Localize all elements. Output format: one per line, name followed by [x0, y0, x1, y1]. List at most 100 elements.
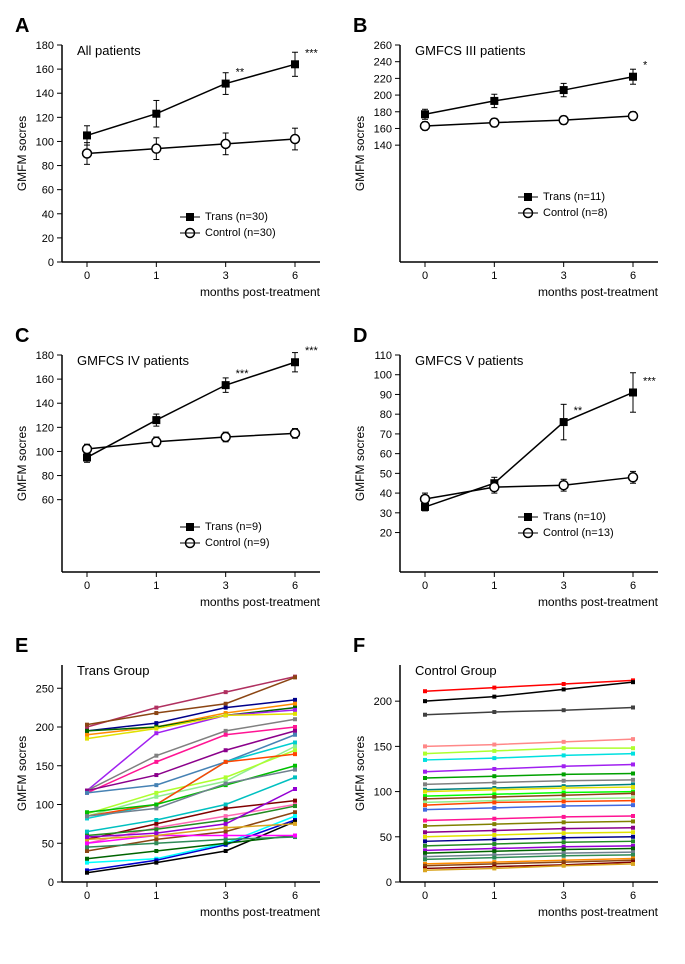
y-tick-label: 160: [373, 123, 391, 135]
panel-e: ETrans Group0501001502002500136GMFM socr…: [10, 630, 338, 930]
multi-series-line: [87, 801, 295, 840]
panel-title: Trans Group: [77, 663, 150, 678]
y-tick-label: 0: [48, 877, 54, 889]
y-tick-label: 0: [385, 877, 391, 889]
x-axis-label: months post-treatment: [200, 905, 321, 919]
x-tick-label: 0: [84, 580, 90, 592]
multi-series-line: [425, 682, 633, 701]
y-tick-label: 180: [36, 40, 54, 52]
y-tick-label: 100: [373, 370, 391, 382]
multi-series-line: [425, 774, 633, 779]
multi-series-line: [425, 841, 633, 846]
y-tick-label: 80: [42, 471, 54, 483]
x-tick-label: 6: [292, 890, 298, 902]
x-axis-label: months post-treatment: [200, 285, 321, 299]
x-tick-label: 1: [491, 270, 497, 282]
y-tick-label: 140: [36, 88, 54, 100]
x-tick-label: 0: [84, 890, 90, 902]
series-line-trans: [87, 64, 295, 135]
y-tick-label: 20: [42, 233, 54, 245]
x-tick-label: 3: [560, 580, 566, 592]
multi-series-line: [87, 731, 295, 791]
multi-series-line: [425, 739, 633, 746]
y-tick-label: 240: [373, 57, 391, 69]
x-tick-label: 1: [153, 580, 159, 592]
x-axis-label: months post-treatment: [537, 285, 658, 299]
panel-letter: D: [353, 325, 367, 347]
legend-label-trans: Trans (n=11): [543, 191, 605, 203]
y-tick-label: 150: [36, 761, 54, 773]
y-tick-label: 40: [42, 209, 54, 221]
y-tick-label: 200: [373, 696, 391, 708]
multi-series-line: [425, 780, 633, 785]
y-tick-label: 60: [42, 495, 54, 507]
y-tick-label: 200: [373, 90, 391, 102]
y-tick-label: 60: [379, 449, 391, 461]
legend-label-control: Control (n=13): [543, 527, 614, 539]
x-tick-label: 0: [421, 270, 427, 282]
multi-series-line: [425, 754, 633, 760]
y-tick-label: 110: [374, 350, 392, 362]
y-tick-label: 140: [36, 398, 54, 410]
panel-title: Control Group: [415, 663, 497, 678]
panel-letter: A: [15, 15, 29, 37]
y-tick-label: 40: [379, 488, 391, 500]
multi-series-line: [87, 746, 295, 816]
panel-letter: E: [15, 635, 28, 657]
panel-title: GMFCS V patients: [415, 353, 524, 368]
y-tick-label: 180: [36, 350, 54, 362]
multi-series-line: [425, 764, 633, 771]
multi-series-line: [87, 837, 295, 847]
chart-c: CGMFCS IV patients6080100120140160180013…: [10, 320, 335, 620]
chart-d: DGMFCS V patients20304050607080901001100…: [348, 320, 673, 620]
legend-label-control: Control (n=9): [205, 537, 270, 549]
panel-c: CGMFCS IV patients6080100120140160180013…: [10, 320, 338, 620]
panel-f: FControl Group0501001502000136GMFM socre…: [348, 630, 676, 930]
multi-series-line: [87, 700, 295, 731]
chart-a: AAll patients020406080100120140160180013…: [10, 10, 335, 310]
y-axis-label: GMFM socres: [15, 116, 29, 191]
x-tick-label: 1: [491, 580, 497, 592]
x-tick-label: 6: [292, 270, 298, 282]
chart-f: FControl Group0501001502000136GMFM socre…: [348, 630, 673, 930]
legend-label-trans: Trans (n=9): [205, 521, 262, 533]
y-tick-label: 50: [42, 838, 54, 850]
y-tick-label: 140: [373, 140, 391, 152]
x-tick-label: 0: [421, 580, 427, 592]
y-tick-label: 150: [373, 741, 391, 753]
multi-series-line: [425, 832, 633, 837]
x-tick-label: 6: [629, 580, 635, 592]
x-tick-label: 3: [560, 890, 566, 902]
legend-label-control: Control (n=8): [543, 207, 608, 219]
multi-series-line: [425, 821, 633, 826]
x-tick-label: 1: [153, 890, 159, 902]
significance-marker: ***: [305, 47, 319, 59]
y-tick-label: 100: [36, 446, 54, 458]
significance-marker: *: [643, 60, 648, 72]
series-line-control: [425, 116, 633, 126]
multi-series-line: [425, 837, 633, 842]
x-tick-label: 6: [292, 580, 298, 592]
y-tick-label: 80: [42, 161, 54, 173]
chart-e: ETrans Group0501001502002500136GMFM socr…: [10, 630, 335, 930]
y-tick-label: 260: [373, 40, 391, 52]
x-tick-label: 0: [421, 890, 427, 902]
y-tick-label: 90: [379, 389, 391, 401]
y-axis-label: GMFM socres: [353, 116, 367, 191]
chart-b: BGMFCS III patients140160180200220240260…: [348, 10, 673, 310]
panel-title: GMFCS IV patients: [77, 353, 189, 368]
y-tick-label: 120: [36, 112, 54, 124]
legend-label-trans: Trans (n=30): [205, 211, 268, 223]
y-tick-label: 250: [36, 683, 54, 695]
multi-series-line: [425, 816, 633, 821]
panel-a: AAll patients020406080100120140160180013…: [10, 10, 338, 310]
multi-series-line: [425, 707, 633, 714]
panel-b: BGMFCS III patients140160180200220240260…: [348, 10, 676, 310]
x-axis-label: months post-treatment: [537, 595, 658, 609]
y-axis-label: GMFM socres: [353, 426, 367, 501]
y-tick-label: 220: [373, 73, 391, 85]
y-tick-label: 100: [373, 787, 391, 799]
x-tick-label: 3: [223, 890, 229, 902]
panel-title: All patients: [77, 43, 141, 58]
y-tick-label: 50: [379, 468, 391, 480]
